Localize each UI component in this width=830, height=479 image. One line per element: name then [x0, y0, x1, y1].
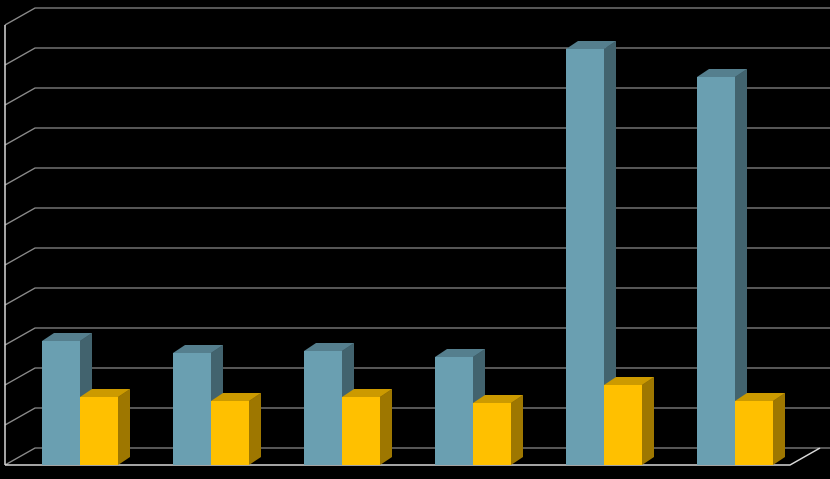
- grid-line: [4, 407, 830, 426]
- bar-side: [249, 393, 261, 465]
- grid-line: [4, 127, 830, 146]
- bar-top: [566, 41, 616, 49]
- bar-side: [773, 393, 785, 465]
- grid-line: [4, 247, 830, 266]
- bar-group: [211, 393, 261, 465]
- bar-top: [80, 389, 130, 397]
- bar: [173, 353, 211, 465]
- bar-top: [604, 377, 654, 385]
- bar-top: [473, 395, 523, 403]
- bar-group: [304, 343, 354, 465]
- bar-top: [173, 345, 223, 353]
- bar-top: [735, 393, 785, 401]
- bar-side: [604, 41, 616, 465]
- bar-group: [697, 69, 747, 465]
- bar-group: [342, 389, 392, 465]
- grid-line: [4, 167, 830, 186]
- bar: [735, 401, 773, 465]
- grid-line: [4, 47, 830, 66]
- grid-line: [4, 447, 830, 466]
- grid-line: [4, 87, 830, 106]
- bar: [304, 351, 342, 465]
- bar: [566, 49, 604, 465]
- grid-line: [4, 327, 830, 346]
- bar-side: [118, 389, 130, 465]
- bar-group: [473, 395, 523, 465]
- bar: [80, 397, 118, 465]
- grid-line: [4, 367, 830, 386]
- grid-line: [4, 7, 830, 26]
- bar-side: [511, 395, 523, 465]
- bar-side: [642, 377, 654, 465]
- bar: [435, 357, 473, 465]
- bar-top: [211, 393, 261, 401]
- floor-edge: [5, 447, 821, 466]
- bar: [697, 77, 735, 465]
- bar: [211, 401, 249, 465]
- bar: [604, 385, 642, 465]
- bar-top: [42, 333, 92, 341]
- bar-top: [304, 343, 354, 351]
- bar-top: [435, 349, 485, 357]
- bar-group: [604, 377, 654, 465]
- bar-side: [735, 69, 747, 465]
- grid-line: [4, 287, 830, 306]
- bar-group: [735, 393, 785, 465]
- bar-top: [697, 69, 747, 77]
- bar: [342, 397, 380, 465]
- grid-line: [4, 207, 830, 226]
- bar-side: [380, 389, 392, 465]
- bar-group: [566, 41, 616, 465]
- bar: [42, 341, 80, 465]
- bar-top: [342, 389, 392, 397]
- bar-group: [80, 389, 130, 465]
- bar: [473, 403, 511, 465]
